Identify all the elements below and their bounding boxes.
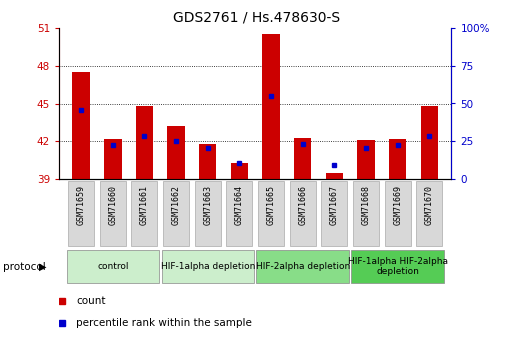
Text: GSM71666: GSM71666	[298, 185, 307, 225]
FancyBboxPatch shape	[131, 181, 157, 246]
FancyBboxPatch shape	[163, 181, 189, 246]
Text: HIF-1alpha HIF-2alpha
depletion: HIF-1alpha HIF-2alpha depletion	[348, 257, 448, 276]
Text: percentile rank within the sample: percentile rank within the sample	[76, 318, 252, 328]
FancyBboxPatch shape	[351, 250, 444, 283]
FancyBboxPatch shape	[68, 181, 94, 246]
Bar	[357, 140, 374, 179]
Text: ▶: ▶	[38, 262, 46, 272]
Text: GSM71664: GSM71664	[235, 185, 244, 225]
Bar	[199, 144, 216, 179]
FancyBboxPatch shape	[162, 250, 254, 283]
Text: GSM71660: GSM71660	[108, 185, 117, 225]
FancyBboxPatch shape	[256, 250, 349, 283]
FancyBboxPatch shape	[100, 181, 126, 246]
Text: HIF-2alpha depletion: HIF-2alpha depletion	[255, 262, 350, 271]
Text: GDS2761 / Hs.478630-S: GDS2761 / Hs.478630-S	[173, 10, 340, 24]
Text: GSM71663: GSM71663	[203, 185, 212, 225]
Bar	[72, 72, 90, 179]
Text: GSM71661: GSM71661	[140, 185, 149, 225]
Text: GSM71670: GSM71670	[425, 185, 434, 225]
Text: HIF-1alpha depletion: HIF-1alpha depletion	[161, 262, 255, 271]
Bar	[167, 126, 185, 179]
FancyBboxPatch shape	[385, 181, 410, 246]
FancyBboxPatch shape	[258, 181, 284, 246]
Text: GSM71662: GSM71662	[171, 185, 181, 225]
Text: protocol: protocol	[3, 262, 45, 272]
Bar	[104, 139, 122, 179]
Text: GSM71667: GSM71667	[330, 185, 339, 225]
FancyBboxPatch shape	[290, 181, 315, 246]
Text: count: count	[76, 296, 106, 306]
Bar	[294, 138, 311, 179]
Bar	[389, 139, 406, 179]
Text: control: control	[97, 262, 129, 271]
FancyBboxPatch shape	[417, 181, 442, 246]
FancyBboxPatch shape	[67, 250, 159, 283]
FancyBboxPatch shape	[226, 181, 252, 246]
FancyBboxPatch shape	[195, 181, 221, 246]
Text: GSM71669: GSM71669	[393, 185, 402, 225]
Text: GSM71668: GSM71668	[362, 185, 370, 225]
FancyBboxPatch shape	[353, 181, 379, 246]
FancyBboxPatch shape	[321, 181, 347, 246]
Bar	[421, 106, 438, 179]
Bar	[136, 106, 153, 179]
Bar	[326, 173, 343, 179]
Text: GSM71659: GSM71659	[76, 185, 86, 225]
Text: GSM71665: GSM71665	[267, 185, 275, 225]
Bar	[262, 34, 280, 179]
Bar	[231, 163, 248, 179]
